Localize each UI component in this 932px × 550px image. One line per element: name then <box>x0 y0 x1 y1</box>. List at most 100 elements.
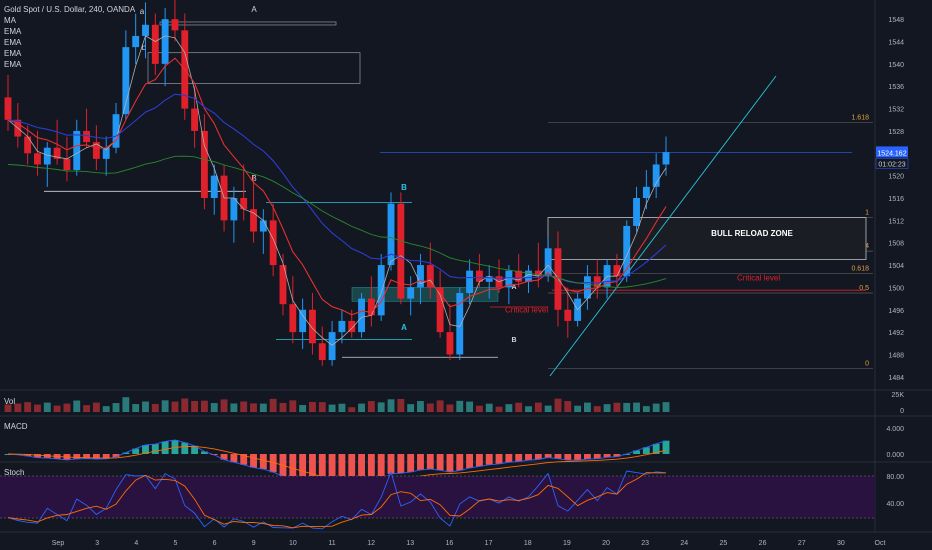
time-tick-7: 11 <box>328 540 335 547</box>
legend-ema-2[interactable]: EMA <box>4 38 22 47</box>
stoch-tick-0: 80.00 <box>886 474 904 481</box>
volume-bar <box>309 401 316 412</box>
critical-label-2: Critical level <box>737 274 780 283</box>
macd-bar <box>475 454 483 467</box>
candle-body <box>544 248 552 277</box>
macd-bar <box>4 454 12 455</box>
macd-bar <box>417 454 424 470</box>
countdown-tag <box>875 158 909 169</box>
candle-body <box>259 220 267 232</box>
volume-bar <box>564 401 572 412</box>
macd-bar <box>623 453 631 455</box>
bull-reload-zone <box>547 217 867 260</box>
volume-bar <box>603 404 611 412</box>
volume-bar <box>318 402 326 412</box>
macd-bar <box>534 454 542 460</box>
candle-body <box>142 24 149 36</box>
fib-label-5: 0 <box>865 360 869 367</box>
macd-bar <box>299 454 307 482</box>
macd-bar <box>328 454 336 482</box>
macd-bar <box>525 454 532 461</box>
time-tick-2: 4 <box>134 540 138 547</box>
macd-bar <box>142 444 149 454</box>
stoch-band <box>0 476 875 518</box>
candle-body <box>230 198 238 221</box>
trend-line <box>549 75 777 377</box>
time-tick-6: 10 <box>289 540 297 547</box>
candle-body <box>426 265 434 288</box>
legend-ema-1[interactable]: EMA <box>4 27 22 36</box>
candle-body <box>367 298 375 316</box>
macd-bar <box>289 454 297 481</box>
macd-bar <box>426 454 434 470</box>
annotation-b-small: b <box>142 43 147 52</box>
time-tick-12: 18 <box>524 540 532 547</box>
annotation-b2: B <box>401 183 407 192</box>
macd-bar <box>250 454 257 468</box>
time-tick-19: 27 <box>798 540 806 547</box>
volume-bar <box>279 402 287 412</box>
candle-body <box>240 198 248 210</box>
critical-label-1: Critical level <box>505 306 548 315</box>
volume-bar <box>102 406 110 412</box>
volume-bar <box>161 400 169 412</box>
volume-zero: 0 <box>900 408 904 415</box>
volume-bar <box>446 404 454 412</box>
candle-body <box>328 332 336 361</box>
macd-bar <box>92 454 100 460</box>
candle-body <box>122 47 130 115</box>
volume-bar <box>171 401 179 412</box>
candle-body <box>583 276 591 299</box>
candle-body <box>309 309 316 344</box>
candle-body <box>475 270 483 282</box>
candle-body <box>318 343 326 361</box>
annotation-box-top <box>159 21 337 26</box>
price-tick-4: 1500 <box>888 285 904 292</box>
stoch-d-line <box>7 472 666 529</box>
macd-bar <box>544 454 552 458</box>
candle-body <box>112 114 120 148</box>
macd-bar <box>181 442 189 454</box>
annotation-a-top: A <box>251 5 257 14</box>
annotation-a-small: a <box>140 7 145 16</box>
candle-body <box>63 158 71 171</box>
time-tick-20: 30 <box>837 540 845 547</box>
time-tick-18: 26 <box>759 540 767 547</box>
volume-bar <box>534 402 542 412</box>
volume-bar <box>623 402 631 412</box>
volume-bar <box>525 406 532 412</box>
macd-bar <box>495 454 503 464</box>
candle-body <box>436 287 444 333</box>
macd-bar <box>485 454 493 465</box>
volume-bar <box>230 403 238 412</box>
volume-bar <box>259 403 267 412</box>
price-tick-15: 1544 <box>888 40 904 47</box>
macd-bar <box>83 454 91 459</box>
legend-ema-4[interactable]: EMA <box>4 60 22 69</box>
volume-bar <box>142 401 149 412</box>
price-tick-7: 1512 <box>888 218 904 225</box>
macd-bar <box>515 454 523 462</box>
volume-bar <box>583 402 591 412</box>
time-tick-16: 24 <box>680 540 688 547</box>
candle-body <box>200 130 208 198</box>
volume-bar <box>220 399 228 412</box>
volume-bar <box>181 398 189 412</box>
volume-bar <box>34 404 41 412</box>
legend-ema-3[interactable]: EMA <box>4 49 22 58</box>
volume-bar <box>151 403 159 412</box>
indicator-legend: Gold Spot / U.S. Dollar, 240, OANDA MA E… <box>4 4 135 70</box>
candle-body <box>407 287 415 299</box>
time-tick-9: 13 <box>406 540 414 547</box>
ma-line <box>7 35 667 346</box>
macd-bar <box>191 445 199 454</box>
volume-bar <box>92 402 100 412</box>
macd-bar <box>73 454 81 459</box>
volume-bar <box>593 406 601 412</box>
time-tick-5: 9 <box>252 540 256 547</box>
price-tick-16: 1548 <box>888 17 904 24</box>
macd-bar <box>171 439 179 454</box>
legend-ma[interactable]: MA <box>4 16 16 25</box>
macd-bar <box>358 454 365 482</box>
